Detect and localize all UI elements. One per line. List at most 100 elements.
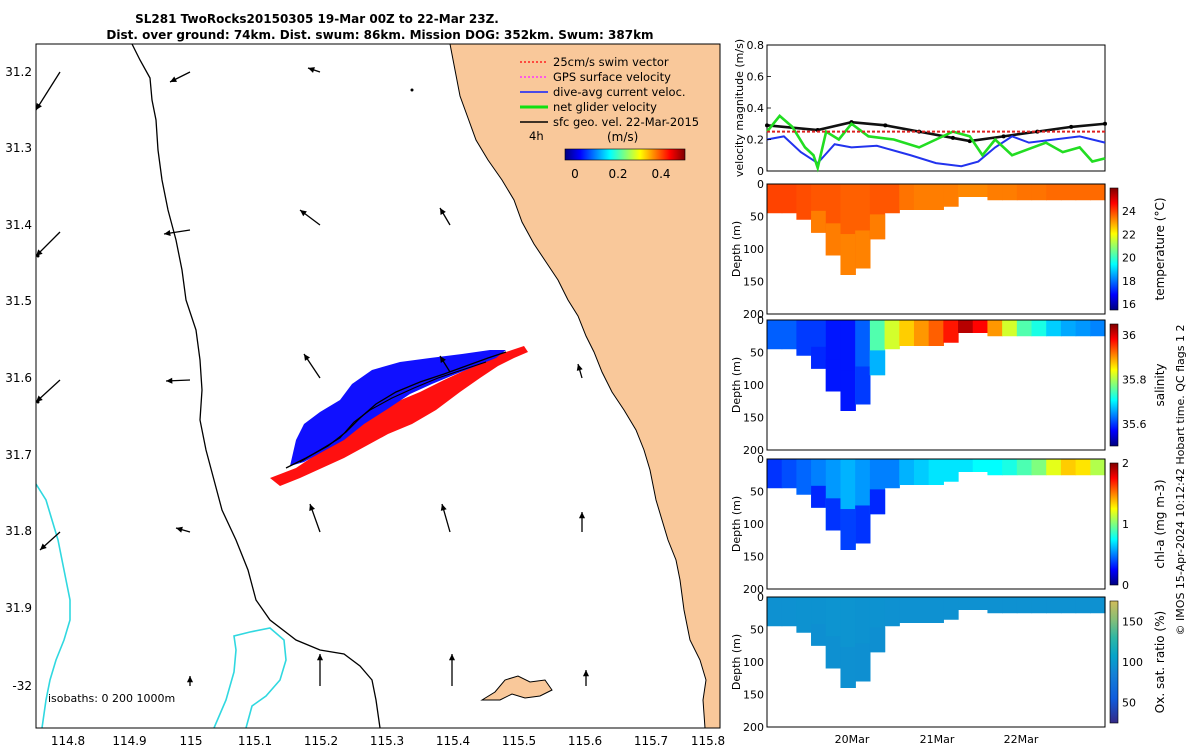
section-column bbox=[781, 184, 797, 214]
section-column bbox=[1031, 597, 1047, 614]
map-y-tick-label: 31.3 bbox=[5, 141, 32, 155]
section-colorbar bbox=[1109, 462, 1119, 586]
colorbar-tick-label: 22 bbox=[1122, 228, 1136, 241]
isobath-line bbox=[213, 627, 287, 728]
section-column bbox=[972, 320, 989, 333]
colorbar-tick-label: 150 bbox=[1122, 615, 1143, 628]
section-column-deep bbox=[811, 485, 827, 508]
section-column bbox=[796, 597, 812, 633]
map-y-tick-label: 31.8 bbox=[5, 524, 32, 538]
depth-tick-label: 50 bbox=[750, 211, 764, 224]
section-column bbox=[899, 184, 915, 210]
section-column-deep bbox=[825, 223, 842, 256]
section-column-deep bbox=[869, 350, 886, 376]
section-column bbox=[884, 184, 900, 214]
section-column bbox=[796, 459, 812, 495]
colorbar-label: Ox. sat. ratio (%) bbox=[1153, 611, 1167, 713]
velocity-panel: 0 0.2 0.4 0.6 0.8 velocity magnitude (m/s) bbox=[733, 39, 1107, 178]
section-column bbox=[1031, 320, 1047, 337]
map-legend: 25cm/s swim vector GPS surface velocity … bbox=[520, 55, 699, 181]
glider-track-blue bbox=[290, 350, 506, 466]
colorbar-tick-label: 36 bbox=[1122, 329, 1136, 342]
section-frame bbox=[766, 458, 1106, 590]
velocity-point bbox=[1069, 124, 1074, 129]
section-column bbox=[987, 184, 1003, 201]
velocity-arrows bbox=[35, 67, 590, 686]
colorbar-tick-label: 1 bbox=[1122, 518, 1129, 531]
depth-tick-label: 200 bbox=[743, 583, 764, 596]
depth-tick-label: 100 bbox=[743, 518, 764, 531]
velocity-arrow bbox=[578, 512, 586, 532]
depth-tick-label: 0 bbox=[757, 591, 764, 604]
section-column-deep bbox=[811, 210, 827, 233]
section-column-deep bbox=[869, 214, 886, 240]
depth-tick-label: 100 bbox=[743, 243, 764, 256]
colorbar-tick-label: 35.6 bbox=[1122, 418, 1147, 431]
depth-tick-label: 150 bbox=[743, 551, 764, 564]
section-column bbox=[972, 459, 989, 472]
section-column bbox=[928, 459, 944, 485]
section-column bbox=[899, 320, 915, 346]
colorbar-tick-label: 0.2 bbox=[608, 167, 627, 181]
section-column-deep bbox=[855, 230, 871, 269]
section-column bbox=[1075, 459, 1091, 476]
section-column bbox=[767, 320, 783, 350]
glider-track-red bbox=[270, 346, 528, 486]
velocity-y-tick-label: 0.2 bbox=[747, 134, 765, 147]
velocity-point bbox=[765, 123, 769, 128]
figure-subtitle: Dist. over ground: 74km. Dist. swum: 86k… bbox=[106, 28, 653, 42]
section-column bbox=[943, 597, 959, 620]
depth-tick-label: 0 bbox=[757, 453, 764, 466]
section-column bbox=[987, 597, 1003, 614]
section-column bbox=[943, 320, 959, 343]
section-column bbox=[796, 320, 812, 356]
section-column bbox=[1016, 320, 1033, 337]
colorbar-tick-label: 2 bbox=[1122, 457, 1129, 470]
island bbox=[480, 675, 553, 701]
section-column-deep bbox=[811, 623, 827, 646]
section-column bbox=[899, 459, 915, 485]
velocity-y-tick-label: 0.6 bbox=[747, 71, 765, 84]
section-column bbox=[1075, 597, 1091, 614]
map-panel: 114.8 114.9 115 115.1 115.2 115.3 115.4 … bbox=[5, 43, 725, 748]
section-column bbox=[1046, 320, 1062, 337]
coastline-inner bbox=[131, 44, 381, 728]
velocity-arrow bbox=[439, 355, 451, 373]
map-y-tick-label: 31.2 bbox=[5, 65, 32, 79]
section-column-deep bbox=[811, 346, 827, 369]
map-y-ticks: 31.2 31.3 31.4 31.5 31.6 31.7 31.8 31.9 … bbox=[5, 65, 32, 693]
colorbar-title: (m/s) bbox=[607, 130, 638, 144]
velocity-arrow bbox=[440, 503, 451, 533]
section-column bbox=[943, 184, 959, 207]
legend-label-dive: dive-avg current veloc. bbox=[553, 85, 686, 99]
figure-title: SL281 TwoRocks20150305 19-Mar 00Z to 22-… bbox=[135, 12, 499, 26]
section-column bbox=[1046, 459, 1062, 476]
section-column-deep bbox=[840, 370, 856, 411]
section-column bbox=[899, 597, 915, 623]
velocity-arrow bbox=[35, 379, 61, 403]
velocity-arrow bbox=[186, 676, 194, 686]
map-x-tick-label: 115 bbox=[180, 734, 203, 748]
section-ylabel: Depth (m) bbox=[730, 634, 743, 690]
velocity-arrow bbox=[169, 71, 191, 83]
section-column bbox=[1002, 597, 1018, 614]
section-column bbox=[1031, 184, 1047, 201]
velocity-y-tick-label: 0.8 bbox=[747, 39, 765, 52]
colorbar-tick-label: 50 bbox=[1122, 697, 1136, 710]
section-column bbox=[1090, 597, 1106, 614]
colorbar-tick-label: 20 bbox=[1122, 252, 1136, 265]
colorbar-tick-label: 0 bbox=[1122, 579, 1129, 592]
section-column bbox=[1090, 320, 1106, 337]
velocity-series-line bbox=[766, 135, 1106, 168]
section-column bbox=[884, 320, 900, 350]
section-column bbox=[928, 184, 944, 210]
section-column-deep bbox=[825, 636, 842, 669]
colorbar-tick-label: 100 bbox=[1122, 656, 1143, 669]
map-y-tick-label: 31.7 bbox=[5, 448, 32, 462]
velocity-arrow bbox=[582, 670, 590, 686]
section-column bbox=[767, 459, 783, 489]
section-column bbox=[928, 320, 944, 346]
section-column bbox=[1060, 597, 1077, 614]
depth-tick-label: 50 bbox=[750, 486, 764, 499]
